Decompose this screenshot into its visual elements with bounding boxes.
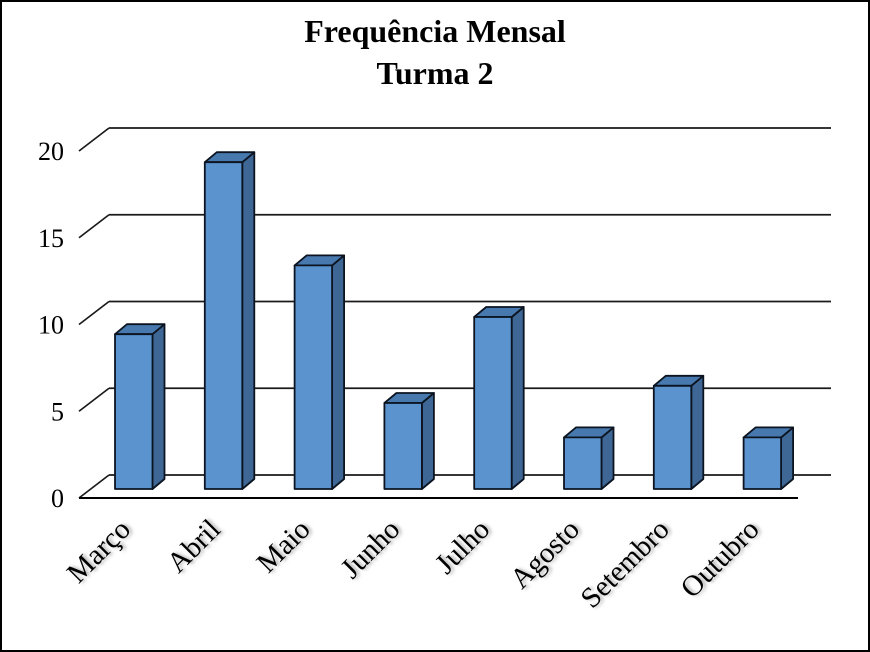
bar-side-face <box>510 306 525 490</box>
bar-maio <box>293 254 346 490</box>
chart-title: Frequência Mensal Turma 2 <box>2 10 868 94</box>
chart-title-line2: Turma 2 <box>376 55 494 91</box>
x-axis-label-julho: Julho <box>429 513 496 580</box>
bar-front-face <box>563 436 603 490</box>
y-axis-tick-5 <box>78 387 110 412</box>
x-axis-label-agosto: Agosto <box>504 513 586 595</box>
bar-side-face <box>241 151 256 490</box>
bar-setembro <box>652 374 705 490</box>
y-axis-tick-20 <box>78 127 110 152</box>
bar-side-face <box>420 392 435 490</box>
bar-abril <box>203 151 256 490</box>
x-axis-label-abril: Abril <box>161 513 227 579</box>
chart-title-line1: Frequência Mensal <box>304 13 566 49</box>
bar-julho <box>473 306 525 490</box>
bar-side-face <box>331 254 346 490</box>
bar-outubro <box>742 426 794 490</box>
x-axis-label-maio: Maio <box>251 513 317 579</box>
bar-front-face <box>742 436 782 490</box>
x-axis-label-marco: Março <box>61 513 137 589</box>
bar-front-face <box>383 402 423 490</box>
bar-marco <box>114 323 166 490</box>
x-axis-label-outubro: Outubro <box>675 513 766 604</box>
y-tick-label-0: 0 <box>51 484 64 513</box>
bar-front-face <box>203 161 244 490</box>
bar-front-face <box>652 384 693 490</box>
bar-front-face <box>473 316 513 490</box>
y-axis-tick-0 <box>78 474 110 499</box>
x-axis-label-junho: Junho <box>335 513 407 585</box>
bar-front-face <box>114 333 154 490</box>
y-tick-label-20: 20 <box>38 137 64 166</box>
bar-agosto <box>563 426 615 490</box>
bar-side-face <box>151 323 166 490</box>
bar-junho <box>383 392 435 490</box>
y-axis-tick-15 <box>78 214 110 239</box>
y-tick-label-5: 5 <box>51 397 64 426</box>
bar-front-face <box>293 264 334 490</box>
bar-side-face <box>690 374 705 490</box>
y-axis-tick-10 <box>78 300 110 326</box>
y-tick-label-15: 15 <box>38 224 64 253</box>
y-tick-label-10: 10 <box>38 311 64 340</box>
x-axis-label-setembro: Setembro <box>575 513 676 614</box>
